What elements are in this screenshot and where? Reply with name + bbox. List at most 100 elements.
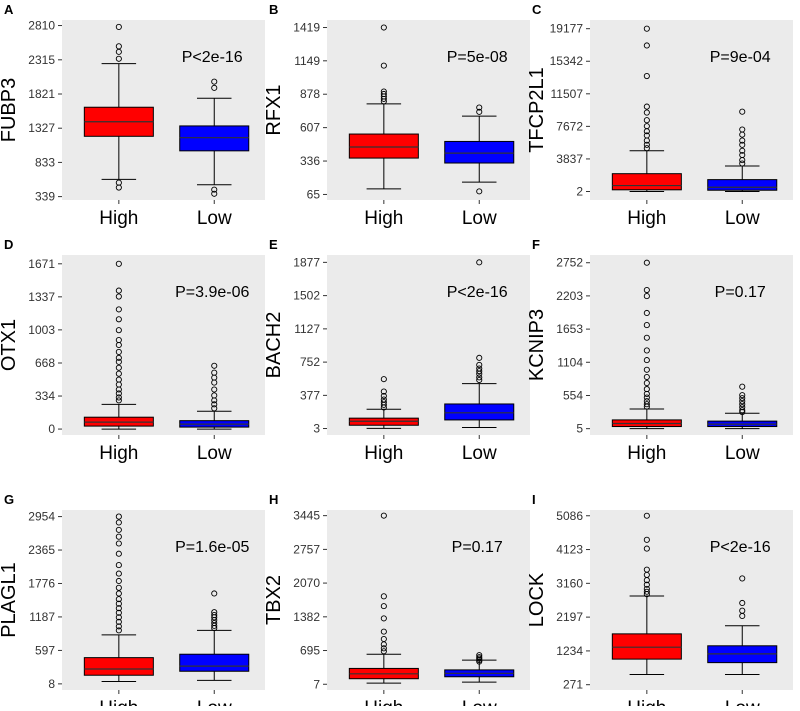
outlier-point <box>643 512 650 519</box>
outlier-point <box>115 526 122 533</box>
outlier-point <box>115 614 122 621</box>
box-low <box>179 590 250 681</box>
outlier-point <box>739 398 746 405</box>
y-tick-label: 3160 <box>556 576 583 590</box>
outlier-point <box>476 376 483 384</box>
panel-f: F KCNIP3 5 554 1104 1653 2203 2752 P=0.17 High Low <box>526 237 793 464</box>
outlier-point <box>643 536 650 543</box>
y-axis-label: TFCP2L1 <box>526 67 548 153</box>
outlier-point <box>643 545 650 552</box>
box-low <box>444 652 515 683</box>
outlier-point <box>476 658 483 665</box>
outlier-point <box>380 62 387 69</box>
panel-letter: C <box>532 2 542 17</box>
p-value-annotation: P<2e-16 <box>710 539 771 556</box>
y-tick-label: 2752 <box>556 256 583 270</box>
panel-h: H TBX2 7 695 1382 2070 2757 3445 P=0.17 High Low <box>263 492 530 711</box>
outlier-point <box>380 401 387 408</box>
outlier-point <box>380 641 387 648</box>
panel-b: B RFX1 65 336 607 878 1149 1419 P=5e-08 High Low <box>263 2 530 229</box>
outlier-point <box>380 98 387 105</box>
outlier-point <box>115 306 122 313</box>
plot-background <box>590 255 793 435</box>
outlier-point <box>115 260 122 267</box>
panel-letter: E <box>269 237 278 252</box>
x-tick-label: High <box>364 208 403 229</box>
outlier-point <box>115 55 122 62</box>
outlier-point <box>115 627 122 634</box>
box-iqr <box>179 125 250 152</box>
outlier-point <box>643 72 650 80</box>
outlier-point <box>380 24 387 31</box>
y-tick-label: 1502 <box>293 289 320 303</box>
box-low <box>444 104 515 195</box>
box-low <box>707 575 778 676</box>
outlier-point <box>643 141 650 148</box>
outlier-point <box>739 141 746 148</box>
box-iqr <box>611 173 682 191</box>
outlier-point <box>643 117 650 124</box>
y-tick-label: 3 <box>313 422 320 436</box>
outlier-point <box>211 190 218 197</box>
x-tick-label: High <box>99 698 138 706</box>
outlier-point <box>643 25 650 32</box>
outlier-point <box>115 48 122 55</box>
y-tick-label: 15342 <box>550 54 584 68</box>
p-value-annotation: P<2e-16 <box>447 284 508 301</box>
outlier-point <box>739 160 746 167</box>
outlier-point <box>380 645 387 652</box>
panel-c: C TFCP2L1 2 3837 7672 11507 15342 19177 P=9e-04 H… <box>526 2 793 229</box>
panel-letter: B <box>269 2 278 17</box>
y-tick-label: 1653 <box>556 322 583 336</box>
outlier-point <box>739 575 746 582</box>
x-tick-label: Low <box>725 443 760 464</box>
outlier-point <box>739 407 746 414</box>
panel-letter: H <box>269 492 278 507</box>
outlier-point <box>739 157 746 164</box>
outlier-point <box>476 374 483 381</box>
plot-background <box>327 510 530 690</box>
x-tick-label: High <box>99 208 138 229</box>
y-tick-label: 8 <box>48 677 55 691</box>
panel-e: E BACH2 3 377 752 1127 1502 1877 P<2e-16 High Low <box>263 237 530 464</box>
box-iqr <box>179 653 250 672</box>
panel-i: I LOCK 271 1234 2197 3160 4123 5086 P<2e-16 High L… <box>526 492 793 711</box>
outlier-point <box>115 540 122 547</box>
y-tick-label: 2365 <box>28 543 55 557</box>
outlier-point <box>643 373 650 381</box>
y-tick-label: 3445 <box>293 509 320 523</box>
y-tick-label: 5 <box>576 422 583 436</box>
outlier-point <box>211 379 218 386</box>
box-high <box>348 512 419 684</box>
x-tick-label: Low <box>725 698 760 706</box>
panel-letter: G <box>4 492 14 507</box>
y-tick-label: 1337 <box>28 290 55 304</box>
x-tick-label: High <box>364 443 403 464</box>
outlier-point <box>643 334 650 341</box>
outlier-point <box>115 570 122 577</box>
y-tick-label: 11507 <box>551 87 584 101</box>
y-tick-label: 7672 <box>556 119 583 133</box>
y-axis-label: FUBP3 <box>0 78 20 142</box>
outlier-point <box>115 364 122 371</box>
panel-letter: F <box>532 237 540 252</box>
outlier-point <box>643 588 650 595</box>
x-tick-label: Low <box>197 698 232 706</box>
outlier-point <box>115 623 122 630</box>
outlier-point <box>739 108 746 115</box>
x-tick-label: Low <box>462 443 497 464</box>
box-high <box>83 513 154 682</box>
outlier-point <box>115 293 122 300</box>
y-tick-label: 695 <box>300 644 320 658</box>
outlier-point <box>643 137 650 144</box>
outlier-point <box>643 109 650 116</box>
outlier-point <box>643 347 650 354</box>
outlier-point <box>643 42 650 49</box>
outlier-point <box>643 103 650 110</box>
outlier-point <box>739 401 746 408</box>
outlier-point <box>643 591 650 598</box>
box-iqr <box>444 140 515 164</box>
box-low <box>707 383 778 430</box>
outlier-point <box>739 131 746 138</box>
